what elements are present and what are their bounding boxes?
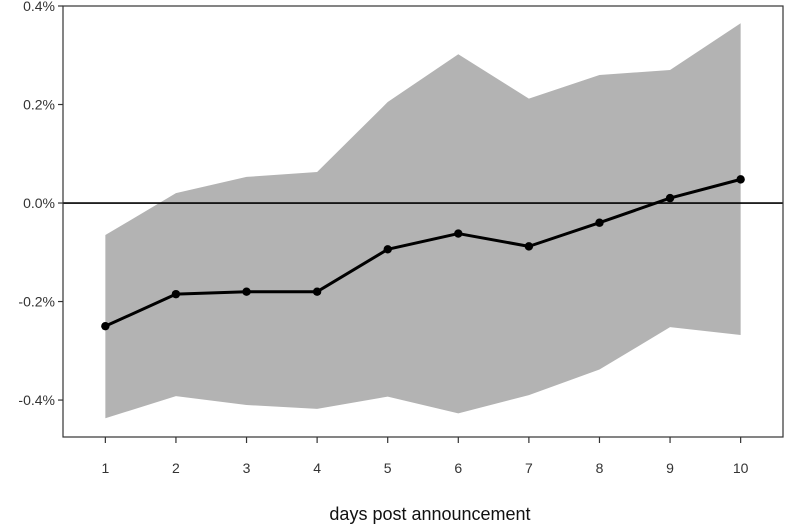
plot-frame xyxy=(62,5,784,438)
x-tick-label: 6 xyxy=(454,460,462,476)
y-axis-ticks: 0.4% 0.2% 0.0% -0.2% -0.4% xyxy=(18,0,63,408)
x-tick-label: 2 xyxy=(172,460,180,476)
series-line xyxy=(103,177,743,328)
x-axis-ticks: 1 2 3 4 5 6 7 8 9 10 xyxy=(101,437,749,476)
y-tick-label: -0.4% xyxy=(18,392,55,408)
x-tick-label: 3 xyxy=(243,460,251,476)
confidence-band-layer xyxy=(105,23,741,419)
data-point xyxy=(524,242,534,251)
data-point xyxy=(101,321,110,331)
x-tick-label: 10 xyxy=(733,460,749,476)
y-tick-label: -0.2% xyxy=(18,294,55,310)
x-tick-label: 5 xyxy=(384,460,392,476)
x-tick-label: 7 xyxy=(525,460,533,476)
data-point xyxy=(736,175,745,184)
series-line-layer xyxy=(103,177,743,328)
y-tick-label: 0.0% xyxy=(23,195,55,211)
data-point xyxy=(595,218,604,227)
data-point xyxy=(454,229,463,238)
x-tick-label: 4 xyxy=(313,460,321,476)
data-point xyxy=(242,287,251,296)
data-point xyxy=(312,287,322,296)
y-tick-label: 0.4% xyxy=(23,0,55,14)
x-tick-label: 9 xyxy=(666,460,674,476)
y-tick-label: 0.2% xyxy=(23,97,55,113)
confidence-band xyxy=(105,23,741,419)
x-axis-title: days post announcement xyxy=(329,504,530,524)
data-point xyxy=(665,193,675,203)
data-point xyxy=(383,245,392,254)
series-points-layer xyxy=(101,175,745,331)
data-point xyxy=(171,289,181,299)
x-tick-label: 8 xyxy=(596,460,604,476)
x-tick-label: 1 xyxy=(101,460,109,476)
